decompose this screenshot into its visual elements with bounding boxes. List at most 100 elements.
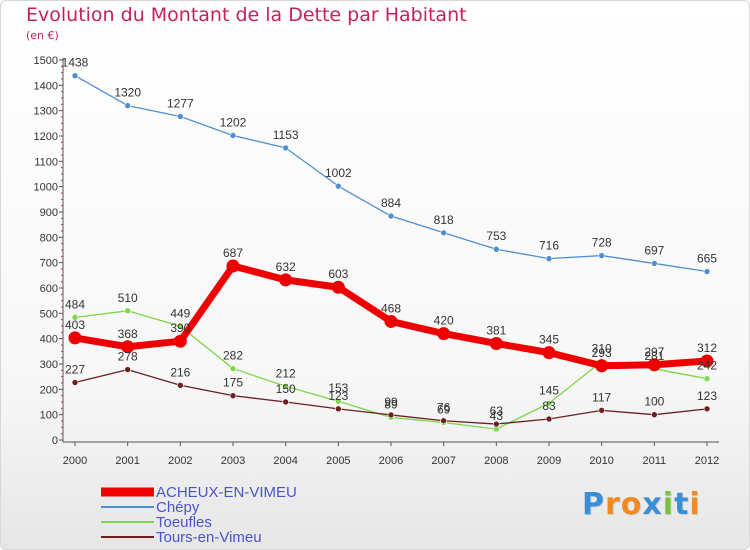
x-tick-label: 2012 (695, 455, 719, 467)
data-label: 687 (223, 246, 243, 260)
data-point (71, 72, 79, 80)
data-point (331, 280, 345, 294)
y-tick-label: 500 (40, 308, 58, 320)
data-point (124, 102, 131, 109)
y-tick-label: 1200 (34, 131, 58, 143)
data-label: 281 (644, 349, 664, 363)
data-label: 123 (697, 389, 717, 403)
y-tick-label: 1500 (34, 55, 58, 67)
data-label: 697 (644, 243, 664, 257)
legend-label: Toeufles (156, 514, 212, 531)
data-label: 449 (170, 306, 190, 320)
data-label: 227 (65, 362, 85, 376)
data-point (177, 322, 184, 330)
data-label: 43 (490, 409, 504, 423)
data-point (177, 113, 184, 120)
y-tick-label: 200 (40, 384, 58, 396)
data-point (493, 245, 500, 253)
data-label: 212 (276, 366, 296, 380)
y-tick-label: 0 (52, 435, 58, 447)
data-label: 484 (65, 297, 85, 311)
data-label: 420 (434, 314, 454, 328)
y-tick-label: 100 (40, 410, 58, 422)
data-point (229, 392, 237, 399)
data-label: 69 (437, 403, 451, 417)
data-point (68, 331, 82, 345)
data-label: 312 (697, 341, 717, 355)
data-label: 100 (644, 395, 664, 409)
data-point (595, 359, 609, 373)
data-label: 278 (118, 350, 138, 364)
x-tick-label: 2002 (168, 455, 192, 467)
data-point (124, 366, 131, 373)
x-tick-label: 2007 (431, 455, 455, 467)
data-point (489, 336, 503, 350)
data-label: 63 (490, 404, 504, 418)
data-label: 818 (434, 213, 454, 227)
data-point (279, 273, 293, 287)
x-tick-label: 2003 (221, 455, 245, 467)
data-label: 632 (276, 260, 296, 274)
data-point (384, 314, 398, 328)
data-point (545, 399, 553, 407)
data-point (651, 260, 658, 267)
y-tick-label: 1300 (34, 106, 58, 118)
data-point (598, 252, 605, 259)
data-point (440, 417, 447, 425)
data-point (703, 268, 711, 275)
legend-label: Chépy (156, 499, 200, 516)
data-point (226, 259, 240, 273)
data-label: 1153 (273, 128, 299, 142)
x-tick-label: 2004 (273, 455, 297, 467)
data-point (124, 307, 131, 315)
logo-letter: r (605, 487, 621, 522)
data-label: 89 (384, 397, 398, 411)
data-point (121, 340, 135, 354)
data-point (229, 365, 237, 372)
data-label: 83 (542, 399, 556, 413)
data-label: 603 (328, 267, 348, 281)
data-label: 76 (437, 401, 451, 415)
y-tick-label: 800 (40, 232, 58, 244)
data-point (282, 382, 289, 390)
data-label: 123 (328, 389, 348, 403)
data-point (545, 255, 553, 262)
data-point (177, 381, 184, 389)
data-point (335, 405, 342, 413)
legend-label: ACHEUX-EN-VIMEU (156, 484, 297, 501)
logo-letter: x (642, 487, 663, 522)
data-label: 390 (170, 321, 190, 335)
x-tick-label: 2009 (537, 455, 561, 467)
data-label: 216 (170, 365, 190, 379)
logo-letter: o (620, 487, 643, 522)
data-point (598, 407, 605, 414)
data-label: 99 (384, 395, 398, 409)
data-label: 293 (592, 346, 612, 360)
data-point (173, 334, 187, 348)
data-label: 150 (276, 382, 296, 396)
y-tick-label: 700 (40, 258, 58, 270)
data-label: 1320 (114, 86, 141, 100)
data-label: 145 (539, 383, 559, 397)
data-point (387, 411, 395, 419)
data-point (545, 415, 553, 423)
data-label: 175 (223, 376, 243, 390)
logo-letter: P (582, 487, 605, 522)
data-point (71, 379, 79, 386)
data-label: 728 (592, 236, 612, 250)
data-point (440, 229, 447, 237)
x-tick-label: 2008 (484, 455, 508, 467)
y-tick-label: 300 (40, 359, 58, 371)
y-tick-label: 1100 (34, 156, 58, 168)
data-point (335, 397, 342, 405)
data-label: 310 (592, 341, 612, 355)
data-label: 242 (697, 359, 717, 373)
x-tick-label: 2011 (643, 455, 667, 467)
proxiti-logo: Proxiti (582, 487, 701, 522)
y-tick-label: 400 (40, 334, 58, 346)
data-point (703, 405, 711, 413)
data-label: 1002 (325, 166, 352, 180)
data-point (437, 327, 451, 341)
